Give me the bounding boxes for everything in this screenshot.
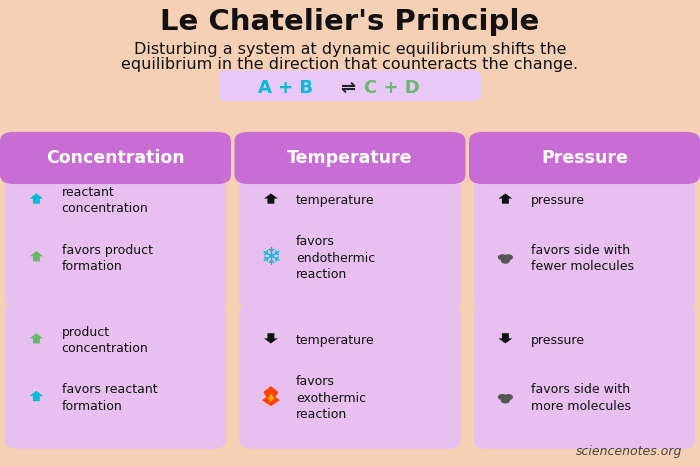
Text: favors
endothermic
reaction: favors endothermic reaction [296, 235, 375, 281]
FancyBboxPatch shape [0, 132, 231, 184]
FancyBboxPatch shape [474, 164, 695, 309]
Text: favors
exothermic
reaction: favors exothermic reaction [296, 375, 366, 421]
FancyArrow shape [264, 333, 278, 343]
Text: favors product
formation: favors product formation [62, 244, 153, 273]
Text: Temperature: Temperature [287, 149, 413, 167]
Text: C + D: C + D [364, 79, 420, 96]
Text: Disturbing a system at dynamic equilibrium shifts the: Disturbing a system at dynamic equilibri… [134, 42, 566, 57]
Text: A + B: A + B [258, 79, 313, 96]
FancyBboxPatch shape [5, 164, 226, 309]
Text: Le Chatelier's Principle: Le Chatelier's Principle [160, 8, 540, 36]
FancyBboxPatch shape [469, 132, 700, 184]
Text: favors reactant
formation: favors reactant formation [62, 384, 158, 413]
Polygon shape [267, 394, 274, 402]
FancyBboxPatch shape [5, 304, 226, 449]
Text: pressure: pressure [531, 194, 584, 207]
FancyArrow shape [264, 193, 278, 204]
FancyBboxPatch shape [219, 70, 481, 101]
Circle shape [500, 258, 510, 264]
FancyArrow shape [29, 391, 43, 401]
Text: temperature: temperature [296, 334, 374, 347]
Circle shape [500, 397, 510, 404]
Text: ❄: ❄ [260, 246, 281, 270]
FancyBboxPatch shape [474, 304, 695, 449]
Text: favors side with
fewer molecules: favors side with fewer molecules [531, 244, 634, 273]
FancyBboxPatch shape [234, 132, 466, 184]
FancyArrow shape [29, 251, 43, 261]
Text: product
concentration: product concentration [62, 326, 148, 355]
Text: Pressure: Pressure [541, 149, 628, 167]
FancyArrow shape [498, 333, 512, 343]
FancyBboxPatch shape [239, 304, 461, 449]
FancyArrow shape [29, 193, 43, 204]
FancyArrow shape [29, 333, 43, 343]
Text: ⇌: ⇌ [340, 79, 356, 96]
Text: sciencenotes.org: sciencenotes.org [576, 445, 682, 458]
FancyArrow shape [498, 193, 512, 204]
Text: favors side with
more molecules: favors side with more molecules [531, 384, 631, 413]
FancyBboxPatch shape [239, 164, 461, 309]
Text: Concentration: Concentration [46, 149, 185, 167]
Text: equilibrium in the direction that counteracts the change.: equilibrium in the direction that counte… [121, 57, 579, 72]
Circle shape [504, 254, 513, 260]
Circle shape [498, 254, 507, 260]
Text: reactant
concentration: reactant concentration [62, 186, 148, 215]
Text: pressure: pressure [531, 334, 584, 347]
Polygon shape [262, 386, 280, 406]
Circle shape [498, 394, 507, 400]
Circle shape [504, 394, 513, 400]
Text: temperature: temperature [296, 194, 374, 207]
